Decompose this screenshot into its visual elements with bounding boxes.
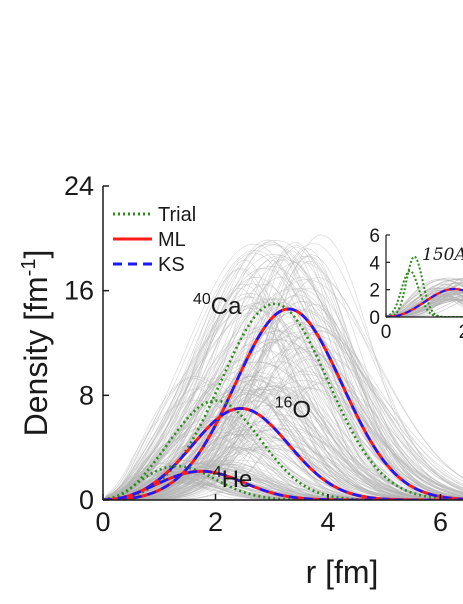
inset-sample-curve [386, 283, 463, 317]
nucleus-label-ca: 40Ca [193, 291, 242, 320]
x-tick-label: 6 [433, 507, 448, 537]
ks-curve-ca [103, 307, 463, 500]
sample-curve [103, 469, 463, 500]
sample-curve [103, 370, 463, 500]
inset-sample-curve [386, 287, 463, 317]
x-tick-label: 2 [208, 507, 223, 537]
sample-curve [103, 373, 463, 500]
svg-text:Density [fm-1]: Density [fm-1] [18, 250, 54, 437]
y-tick-label: 0 [79, 485, 94, 515]
sample-curve [103, 243, 463, 500]
sample-curve [103, 311, 463, 500]
inset-trial-curve [386, 255, 463, 317]
sample-curve [103, 462, 463, 500]
inset-y-tick-label: 0 [369, 308, 380, 329]
y-tick-label: 8 [79, 380, 94, 410]
inset-sample-curve [386, 298, 463, 317]
nucleus-labels: 40Ca 16O 4He [193, 291, 311, 493]
ks-curve-he [103, 469, 463, 500]
legend-label-trial: Trial [158, 204, 196, 226]
y-axis-label-main: Density [fm [18, 276, 54, 436]
inset-y-tick-label: 6 [369, 226, 380, 247]
sample-curve [103, 252, 463, 500]
inset-annotation: 150A−1 [422, 242, 463, 265]
inset-sample-curve [386, 299, 463, 317]
legend: Trial ML KS [113, 204, 196, 276]
sample-curve [103, 466, 463, 500]
x-tick-label: 0 [95, 507, 110, 537]
sample-curve [103, 288, 463, 500]
sample-curve [103, 463, 463, 500]
sample-curve [103, 469, 463, 500]
inset-x-tick-label: 0 [381, 322, 392, 343]
inset-annotation-text: 150A [422, 245, 463, 265]
y-tick-label: 24 [64, 171, 94, 201]
y-axis-label-unit-sup: -1 [18, 259, 40, 277]
nucleus-label-he: 4He [213, 464, 253, 493]
inset-y-tick-label: 2 [369, 281, 380, 302]
sample-curve [103, 307, 463, 500]
y-axis-label: Density [fm-1] [18, 250, 54, 437]
y-tick-label: 16 [64, 276, 94, 306]
inset-plot: 020246 150A−1 [369, 226, 463, 343]
inset-sample-curve [386, 279, 463, 317]
sample-curve [103, 464, 463, 500]
inset-sample-curve [386, 293, 463, 317]
inset-sample-curve [386, 278, 463, 317]
legend-label-ml: ML [158, 229, 186, 251]
inset-sample-curve [386, 287, 463, 317]
inset-sample-curve [386, 279, 463, 317]
x-tick-label: 4 [320, 507, 335, 537]
inset-x-tick-label: 2 [459, 322, 463, 343]
inset-axis-ticks: 020246 [369, 226, 463, 343]
nucleus-label-o: 16O [275, 395, 311, 424]
sample-curve [103, 298, 463, 500]
inset-ks-curve [386, 287, 463, 317]
inset-y-tick-label: 4 [369, 253, 380, 274]
y-axis-label-close: ] [18, 250, 54, 259]
legend-label-ks: KS [158, 254, 185, 276]
x-axis-label: r [fm] [306, 554, 379, 590]
